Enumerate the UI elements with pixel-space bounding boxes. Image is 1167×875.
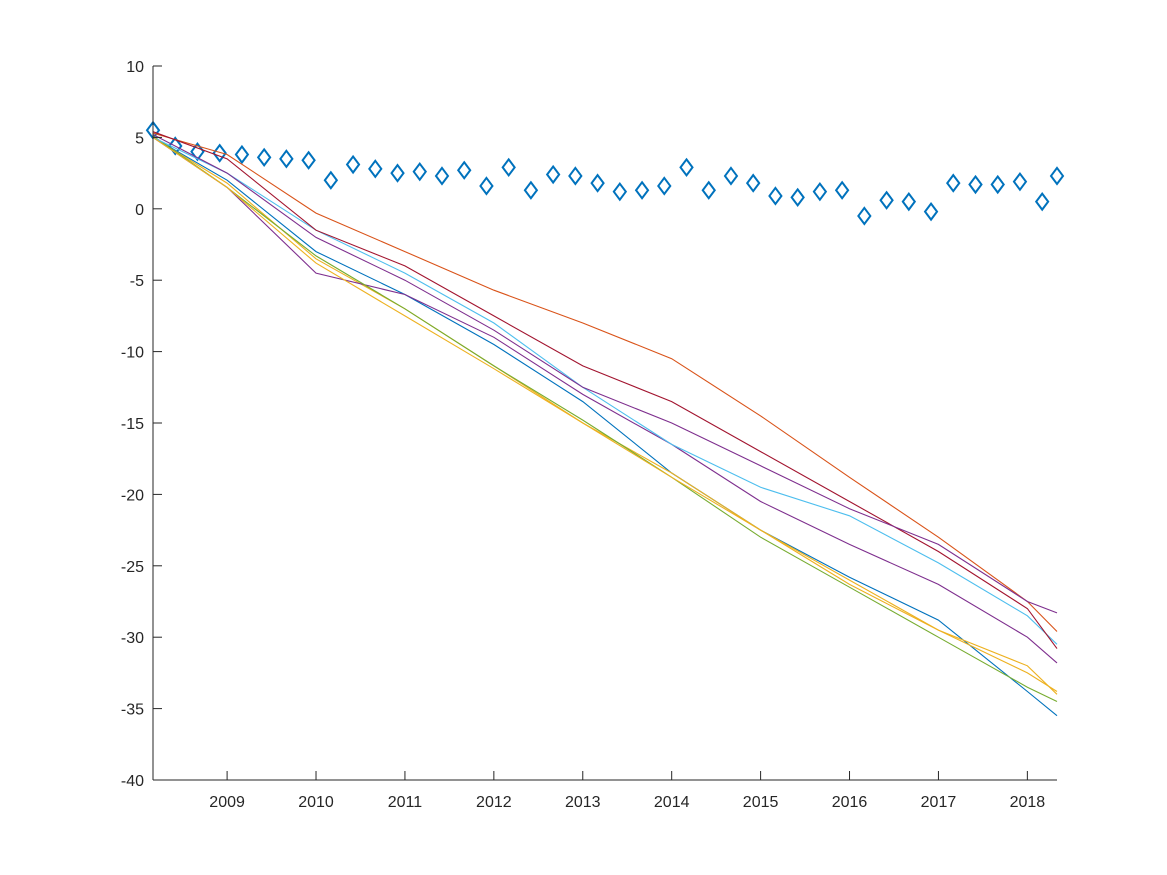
diamond-marker bbox=[256, 147, 272, 168]
diamond-marker bbox=[923, 201, 939, 222]
diamond-marker bbox=[901, 191, 917, 212]
diamond-marker bbox=[857, 206, 872, 226]
diamond-marker bbox=[368, 159, 383, 179]
diamond-marker bbox=[745, 173, 761, 193]
x-tick-label: 2018 bbox=[1010, 794, 1046, 811]
diamond-marker bbox=[545, 164, 561, 185]
diamond-marker bbox=[523, 180, 539, 200]
series-6-line bbox=[152, 136, 1058, 645]
diamond-marker bbox=[657, 176, 672, 196]
x-tick-label: 2012 bbox=[476, 794, 512, 811]
y-tick-label: -40 bbox=[121, 773, 144, 790]
diamond-marker bbox=[634, 180, 650, 200]
diamond-marker bbox=[612, 181, 628, 202]
series-layer bbox=[145, 120, 1065, 717]
diamond-marker bbox=[434, 166, 450, 186]
x-ticks: 2009 2010 2011 2012 2013 2014 2015 2016 2017 2018 bbox=[209, 771, 1045, 811]
diamond-marker bbox=[456, 160, 472, 180]
diamond-marker bbox=[679, 157, 694, 178]
y-tick-label: 5 bbox=[135, 130, 144, 147]
x-tick-label: 2017 bbox=[921, 794, 957, 811]
diamond-marker bbox=[1049, 166, 1065, 186]
diamond-marker bbox=[834, 180, 850, 200]
y-tick-label: 0 bbox=[135, 202, 144, 219]
diamond-marker bbox=[879, 190, 894, 210]
series-5-line bbox=[152, 135, 1058, 702]
diamond-marker bbox=[812, 181, 828, 202]
diamond-marker bbox=[768, 186, 783, 206]
series-8-line bbox=[152, 134, 1058, 614]
diamond-marker bbox=[301, 150, 316, 170]
diamond-marker bbox=[501, 157, 516, 178]
diamond-marker bbox=[167, 136, 183, 156]
diamond-marker bbox=[723, 166, 739, 186]
diamond-marker bbox=[234, 144, 250, 165]
axes bbox=[152, 66, 1057, 781]
x-tick-label: 2011 bbox=[388, 794, 423, 811]
x-tick-label: 2015 bbox=[743, 794, 779, 811]
y-tick-label: -25 bbox=[121, 559, 144, 576]
diamond-marker bbox=[790, 187, 805, 208]
x-tick-label: 2016 bbox=[832, 794, 868, 811]
y-tick-label: -30 bbox=[121, 630, 144, 647]
diamond-marker bbox=[590, 173, 605, 193]
y-tick-label: -10 bbox=[121, 345, 144, 362]
y-tick-label: -15 bbox=[121, 416, 144, 433]
diamond-marker bbox=[279, 149, 294, 169]
diamond-marker bbox=[390, 163, 405, 183]
y-ticks: 10 5 0 -5 -10 -15 -20 -25 -30 -35 -40 bbox=[121, 59, 162, 790]
series-9-line bbox=[152, 136, 1058, 692]
y-tick-label: -20 bbox=[121, 487, 144, 504]
series-3-line bbox=[152, 136, 1058, 695]
series-4-line bbox=[152, 136, 1058, 664]
y-tick-label: -5 bbox=[130, 273, 144, 290]
y-tick-label: -35 bbox=[121, 702, 144, 719]
diamond-marker bbox=[212, 143, 227, 163]
diamond-marker bbox=[323, 170, 339, 190]
diamond-marker bbox=[1012, 172, 1028, 192]
series-7-line bbox=[152, 131, 1058, 649]
x-tick-label: 2013 bbox=[565, 794, 601, 811]
diamond-marker bbox=[968, 174, 983, 195]
diamond-marker bbox=[990, 174, 1005, 195]
diamond-marker bbox=[568, 166, 583, 186]
x-tick-label: 2014 bbox=[654, 794, 690, 811]
diamond-marker bbox=[946, 173, 961, 193]
diamond-marker bbox=[479, 176, 494, 196]
x-tick-label: 2010 bbox=[298, 794, 334, 811]
diamond-marker bbox=[1034, 191, 1050, 212]
series-2-line bbox=[152, 132, 1058, 632]
diamond-marker bbox=[412, 162, 428, 182]
x-tick-label: 2009 bbox=[209, 794, 245, 811]
diamond-marker bbox=[701, 180, 716, 200]
series-0-markers bbox=[145, 120, 1065, 226]
diamond-marker bbox=[345, 154, 361, 175]
series-1-line bbox=[152, 136, 1058, 717]
y-tick-label: 10 bbox=[126, 59, 144, 76]
